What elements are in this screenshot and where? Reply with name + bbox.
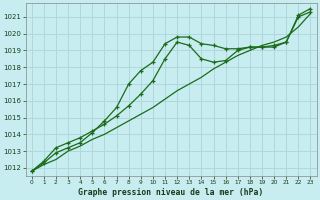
- X-axis label: Graphe pression niveau de la mer (hPa): Graphe pression niveau de la mer (hPa): [78, 188, 264, 197]
